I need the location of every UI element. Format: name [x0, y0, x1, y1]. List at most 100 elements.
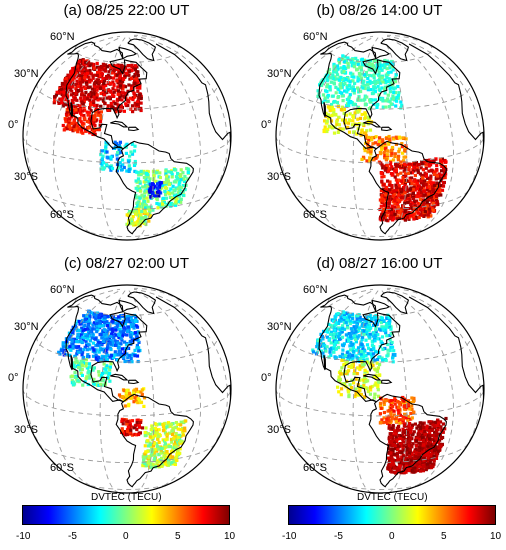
dvtec-cell	[371, 334, 375, 338]
dvtec-cell	[403, 181, 407, 185]
dvtec-cell	[337, 375, 341, 379]
dvtec-cell	[439, 193, 443, 197]
dvtec-cell	[382, 319, 386, 323]
dvtec-cell	[416, 201, 420, 205]
dvtec-cell	[93, 327, 97, 331]
dvtec-cell	[378, 88, 382, 93]
dvtec-cell	[141, 185, 145, 189]
dvtec-cell	[393, 402, 397, 406]
dvtec-cell	[434, 429, 438, 433]
dvtec-cell	[96, 98, 100, 102]
dvtec-cell	[93, 97, 97, 101]
dvtec-cell	[102, 316, 107, 320]
dvtec-cell	[87, 92, 91, 97]
dvtec-cell	[396, 202, 400, 206]
dvtec-cell	[366, 352, 370, 356]
dvtec-cell	[434, 176, 438, 180]
dvtec-cell	[399, 190, 403, 194]
dvtec-cell	[405, 445, 409, 450]
dvtec-cell	[401, 446, 405, 450]
dvtec-cell	[135, 335, 139, 339]
dvtec-cell	[119, 352, 123, 356]
dvtec-cell	[327, 124, 331, 128]
dvtec-cell	[403, 189, 407, 193]
dvtec-cell	[394, 164, 398, 168]
coastline	[155, 296, 231, 400]
dvtec-cell	[133, 95, 137, 99]
dvtec-cell	[68, 127, 72, 131]
dvtec-cell	[126, 103, 130, 108]
dvtec-cell	[119, 104, 123, 108]
dvtec-cell	[435, 174, 440, 178]
dvtec-cell	[134, 72, 138, 76]
dvtec-cell	[77, 74, 81, 78]
dvtec-cell	[424, 468, 428, 472]
dvtec-cell	[397, 184, 401, 188]
dvtec-cell	[373, 90, 377, 94]
dvtec-cell	[179, 420, 183, 424]
dvtec-cell	[148, 182, 152, 186]
dvtec-cell	[395, 405, 399, 409]
dvtec-cell	[163, 445, 168, 449]
dvtec-cell	[123, 340, 127, 344]
dvtec-cell	[403, 184, 407, 188]
dvtec-cell	[365, 343, 370, 347]
dvtec-cell	[182, 420, 186, 424]
dvtec-cell	[92, 66, 96, 70]
dvtec-cell	[159, 181, 163, 185]
dvtec-cell	[405, 185, 409, 189]
dvtec-cell	[362, 352, 366, 356]
dvtec-cell	[132, 149, 137, 153]
dvtec-cell	[67, 124, 71, 129]
dvtec-cell	[393, 169, 397, 173]
dvtec-cell	[69, 115, 73, 119]
dvtec-cell	[379, 171, 384, 175]
dvtec-cell	[395, 136, 399, 140]
dvtec-cell	[344, 320, 348, 325]
dvtec-cell	[425, 438, 429, 442]
dvtec-cell	[146, 432, 150, 436]
lat-label-60n: 60°N	[50, 31, 75, 43]
dvtec-cell	[338, 369, 342, 373]
dvtec-cell	[160, 205, 164, 209]
dvtec-cell	[176, 427, 180, 431]
dvtec-cell	[358, 388, 362, 392]
dvtec-cell	[418, 213, 422, 217]
dvtec-cell	[76, 82, 81, 86]
dvtec-cell	[179, 168, 183, 172]
dvtec-cell	[395, 426, 399, 430]
dvtec-cell	[357, 71, 361, 76]
dvtec-cell	[391, 434, 395, 439]
dvtec-cell	[134, 179, 138, 183]
dvtec-cell	[77, 127, 81, 131]
dvtec-cell	[400, 142, 404, 146]
lat-label-30s: 30°S	[14, 171, 38, 183]
lat-label-60n: 60°N	[50, 284, 75, 296]
dvtec-cell	[80, 93, 84, 97]
dvtec-cell	[125, 320, 129, 324]
dvtec-cell	[347, 365, 351, 369]
dvtec-cell	[128, 393, 132, 397]
dvtec-cell	[163, 442, 167, 446]
dvtec-cell	[163, 181, 168, 185]
dvtec-cell	[99, 87, 103, 91]
dvtec-cell	[88, 80, 92, 84]
dvtec-cell	[427, 192, 431, 196]
dvtec-cell	[362, 384, 366, 388]
dvtec-cell	[124, 418, 128, 422]
dvtec-cell	[160, 446, 164, 451]
dvtec-cell	[410, 404, 414, 408]
dvtec-cell	[125, 388, 129, 392]
dvtec-cell	[87, 370, 91, 374]
dvtec-cell	[440, 183, 444, 188]
dvtec-cell	[91, 332, 95, 336]
dvtec-cell	[358, 367, 362, 371]
dvtec-cell	[68, 117, 72, 121]
dvtec-cell	[361, 345, 365, 349]
dvtec-cell	[336, 95, 341, 99]
dvtec-cell	[323, 125, 327, 129]
dvtec-cell	[338, 354, 342, 358]
dvtec-cell	[85, 129, 89, 133]
dvtec-cell	[125, 213, 129, 217]
dvtec-cell	[337, 326, 341, 330]
